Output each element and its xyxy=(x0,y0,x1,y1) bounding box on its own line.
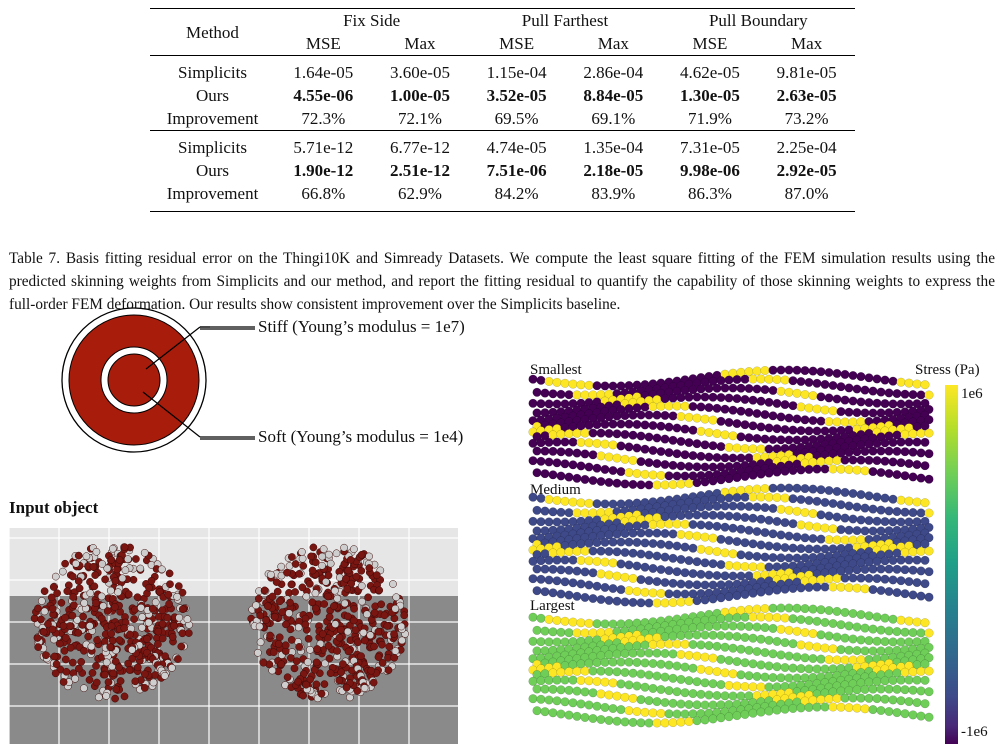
value-cell: 2.51e-12 xyxy=(372,159,469,182)
method-header: Method xyxy=(186,22,239,42)
value-bold: 2.18e-05 xyxy=(583,161,644,180)
value-bold: 7.51e-06 xyxy=(486,161,547,180)
value-cell: 5.71e-12 xyxy=(293,138,354,157)
value-bold: 1.30e-05 xyxy=(679,86,740,105)
value-cell: 62.9% xyxy=(398,184,442,203)
value-cell: 7.51e-06 xyxy=(468,159,565,182)
value-cell: 7.31e-05 xyxy=(679,138,740,157)
value-cell: 1.35e-04 xyxy=(583,138,644,157)
value-cell: 84.2% xyxy=(494,184,539,203)
table-row: Improvement 66.8% 62.9% 84.2% 83.9% 86.3% 87.0… xyxy=(150,182,855,205)
value-bold: 8.84e-05 xyxy=(583,86,644,105)
simulation-render xyxy=(9,528,458,744)
table-row: Ours 1.90e-12 2.51e-12 7.51e-06 2.18e-05 9.98… xyxy=(150,159,855,182)
value-bold: 4.55e-06 xyxy=(293,86,354,105)
value-cell: 6.77e-12 xyxy=(390,138,450,157)
subheader: MSE xyxy=(305,34,341,53)
method-cell: Improvement xyxy=(166,184,259,203)
value-cell: 87.0% xyxy=(784,184,829,203)
input-object-label: Input object xyxy=(9,498,99,517)
value-cell: 72.3% xyxy=(301,109,346,128)
value-cell: 1.00e-05 xyxy=(372,84,469,107)
value-cell: 83.9% xyxy=(591,184,636,203)
value-cell: 1.30e-05 xyxy=(662,84,759,107)
value-bold: 1.00e-05 xyxy=(390,86,450,105)
method-cell: Simplicits xyxy=(178,63,247,82)
value-bold: 2.51e-12 xyxy=(390,161,450,180)
value-cell: 66.8% xyxy=(301,184,346,203)
results-table: Method Fix Side Pull Farthest Pull Bound… xyxy=(150,8,855,212)
value-cell: 1.15e-04 xyxy=(486,63,547,82)
subheader: Max xyxy=(791,34,823,53)
value-cell: 4.62e-05 xyxy=(679,63,740,82)
label-largest: Largest xyxy=(530,598,575,614)
method-cell: Simplicits xyxy=(178,138,247,157)
value-cell: 86.3% xyxy=(687,184,732,203)
table-caption: Table 7. Basis fitting residual error on… xyxy=(9,250,995,313)
subheader: MSE xyxy=(692,34,728,53)
twist-render xyxy=(528,365,934,728)
soft-label: Soft (Young’s modulus = 1e4) xyxy=(258,427,464,446)
method-cell: Ours xyxy=(195,86,230,105)
value-bold: 2.92e-05 xyxy=(776,161,837,180)
value-cell: 4.74e-05 xyxy=(486,138,547,157)
value-bold: 2.63e-05 xyxy=(776,86,837,105)
value-bold: 1.90e-12 xyxy=(293,161,354,180)
table-row: Simplicits 5.71e-12 6.77e-12 4.74e-05 1.35e-… xyxy=(150,136,855,159)
value-cell: 2.63e-05 xyxy=(758,84,855,107)
method-cell: Improvement xyxy=(166,109,259,128)
group-header: Pull Boundary xyxy=(708,11,808,30)
colorbar-min: -1e6 xyxy=(961,724,988,740)
table-row: Ours 4.55e-06 1.00e-05 3.52e-05 8.84e-05 1.30… xyxy=(150,84,855,107)
label-smallest: Smallest xyxy=(530,362,582,378)
label-medium: Medium xyxy=(530,482,581,498)
value-cell: 71.9% xyxy=(687,109,732,128)
group-header: Pull Farthest xyxy=(521,11,609,30)
value-cell: 69.5% xyxy=(494,109,539,128)
group-header: Fix Side xyxy=(343,11,401,30)
value-cell: 2.92e-05 xyxy=(758,159,855,182)
value-cell: 4.55e-06 xyxy=(275,84,372,107)
value-cell: 2.18e-05 xyxy=(565,159,662,182)
value-cell: 2.86e-04 xyxy=(583,63,644,82)
value-bold: 9.98e-06 xyxy=(679,161,740,180)
value-cell: 3.60e-05 xyxy=(390,63,450,82)
table-row: Simplicits 1.64e-05 3.60e-05 1.15e-04 2.86e-… xyxy=(150,61,855,84)
value-cell: 8.84e-05 xyxy=(565,84,662,107)
subheader: Max xyxy=(597,34,629,53)
ring-diagram xyxy=(61,307,210,453)
colorbar-title: Stress (Pa) xyxy=(915,362,980,378)
subheader: Max xyxy=(404,34,436,53)
stiff-label: Stiff (Young’s modulus = 1e7) xyxy=(258,317,465,336)
value-cell: 9.81e-05 xyxy=(776,63,837,82)
method-cell: Ours xyxy=(195,161,230,180)
value-cell: 69.1% xyxy=(591,109,636,128)
value-cell: 1.90e-12 xyxy=(275,159,372,182)
ring-leaders xyxy=(200,326,255,440)
value-cell: 1.64e-05 xyxy=(293,63,354,82)
value-cell: 9.98e-06 xyxy=(662,159,759,182)
subheader: MSE xyxy=(499,34,535,53)
table-row: Improvement 72.3% 72.1% 69.5% 69.1% 71.9% 73.2… xyxy=(150,107,855,131)
value-cell: 72.1% xyxy=(398,109,442,128)
value-cell: 73.2% xyxy=(784,109,829,128)
value-bold: 3.52e-05 xyxy=(486,86,547,105)
stress-colorbar xyxy=(945,385,958,744)
value-cell: 2.25e-04 xyxy=(776,138,837,157)
colorbar-max: 1e6 xyxy=(961,386,983,402)
value-cell: 3.52e-05 xyxy=(468,84,565,107)
